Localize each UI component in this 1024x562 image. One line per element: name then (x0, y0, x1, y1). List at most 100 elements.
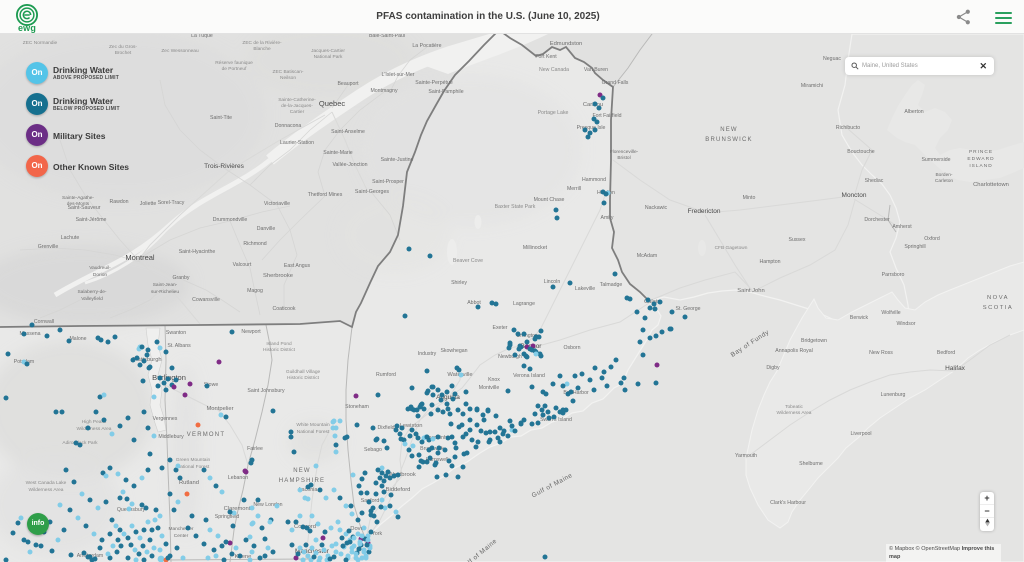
svg-text:Zec Wessonneau: Zec Wessonneau (161, 48, 199, 54)
svg-text:Nackawic: Nackawic (645, 205, 668, 211)
svg-text:La Tuque: La Tuque (191, 33, 213, 39)
svg-text:High Peaks: High Peaks (82, 419, 107, 425)
svg-text:Drummondville: Drummondville (213, 217, 248, 223)
svg-text:Lachute: Lachute (61, 235, 80, 241)
svg-text:Oxford: Oxford (924, 236, 940, 242)
svg-text:National Park: National Park (314, 54, 343, 60)
svg-text:Thetford Mines: Thetford Mines (308, 192, 343, 198)
svg-text:Valcourt: Valcourt (233, 262, 252, 268)
svg-text:New London: New London (253, 502, 282, 508)
svg-text:Edmundston: Edmundston (550, 41, 583, 47)
svg-text:Zec du Gros-: Zec du Gros- (109, 44, 137, 50)
svg-text:Sebago: Sebago (364, 447, 382, 453)
svg-text:SCOTIA: SCOTIA (983, 305, 1014, 311)
svg-text:Miramichi: Miramichi (801, 83, 823, 89)
svg-text:Exeter: Exeter (493, 325, 508, 331)
svg-text:Jacques-Cartier: Jacques-Cartier (311, 48, 345, 54)
svg-text:York: York (372, 531, 383, 537)
svg-text:des-Monts: des-Monts (67, 201, 90, 207)
svg-text:Newport: Newport (241, 329, 261, 335)
svg-text:Claremont: Claremont (224, 506, 251, 512)
svg-text:Cowansville: Cowansville (192, 297, 220, 303)
svg-text:ZEC de la Rivière-: ZEC de la Rivière- (242, 40, 282, 46)
svg-text:New Canada: New Canada (539, 67, 569, 73)
svg-text:Abbot: Abbot (467, 300, 481, 306)
svg-text:Halifax: Halifax (945, 365, 966, 372)
svg-text:Amherst: Amherst (892, 224, 912, 230)
svg-text:Saint-Prosper: Saint-Prosper (372, 179, 404, 185)
svg-text:Historic District: Historic District (287, 375, 320, 381)
svg-text:Montreal: Montreal (125, 253, 155, 262)
svg-text:Dorchester: Dorchester (864, 217, 890, 223)
svg-text:de Portneuf: de Portneuf (222, 66, 247, 72)
svg-text:National Forest: National Forest (297, 429, 330, 435)
svg-text:Sorel-Tracy: Sorel-Tracy (158, 200, 185, 206)
svg-text:Trois-Rivières: Trois-Rivières (204, 163, 245, 170)
svg-text:Swan's Island: Swan's Island (540, 417, 572, 423)
svg-text:Lebanon: Lebanon (228, 475, 248, 481)
svg-text:Guildhall Village: Guildhall Village (286, 369, 321, 375)
svg-text:Orrington: Orrington (516, 333, 538, 339)
svg-text:Valleyfield: Valleyfield (81, 296, 103, 302)
svg-text:NOVA: NOVA (987, 295, 1009, 301)
svg-text:Industry: Industry (418, 351, 437, 357)
svg-text:de-la-Jacques-: de-la-Jacques- (281, 103, 313, 109)
svg-text:Shelburne: Shelburne (799, 461, 823, 467)
svg-text:L'Islet-sur-Mer: L'Islet-sur-Mer (382, 72, 415, 78)
svg-text:Bouctouche: Bouctouche (847, 149, 875, 155)
svg-text:McAdam: McAdam (637, 253, 657, 259)
svg-text:St. Albans: St. Albans (167, 343, 191, 349)
svg-text:Dixfield: Dixfield (377, 425, 394, 431)
svg-text:Mount Chase: Mount Chase (534, 197, 565, 203)
svg-text:Springfield: Springfield (215, 514, 240, 520)
svg-text:Dover: Dover (350, 526, 366, 532)
svg-text:Richibucto: Richibucto (836, 125, 860, 131)
svg-text:Cornwall: Cornwall (34, 319, 54, 325)
svg-text:Baxter State Park: Baxter State Park (495, 204, 536, 210)
svg-text:Historic District: Historic District (263, 347, 296, 353)
svg-text:Lewiston: Lewiston (400, 423, 423, 429)
svg-text:Donnacona: Donnacona (275, 123, 302, 129)
svg-text:Calais: Calais (644, 299, 660, 305)
svg-text:Stoneham: Stoneham (345, 404, 369, 410)
svg-text:Wilderness Area: Wilderness Area (777, 410, 812, 416)
svg-text:Vaudreuil-: Vaudreuil- (89, 265, 111, 271)
svg-text:PRINCE: PRINCE (969, 149, 993, 155)
svg-text:Neguac: Neguac (823, 56, 841, 62)
svg-text:Green Mountain: Green Mountain (176, 457, 211, 463)
svg-text:Wilderness Area: Wilderness Area (77, 426, 112, 432)
svg-text:Fredericton: Fredericton (688, 208, 721, 215)
svg-text:Manchester: Manchester (168, 526, 193, 532)
svg-text:Talmadge: Talmadge (600, 282, 623, 288)
svg-text:Keene: Keene (235, 554, 252, 560)
svg-text:Tobeatic: Tobeatic (785, 404, 803, 410)
svg-text:Presque Isle: Presque Isle (577, 125, 606, 131)
svg-text:Liverpool: Liverpool (850, 431, 871, 437)
svg-text:Biddeford: Biddeford (386, 487, 411, 493)
svg-text:Charlottetown: Charlottetown (973, 182, 1009, 188)
svg-text:Saint-Hyacinthe: Saint-Hyacinthe (179, 249, 216, 255)
svg-text:Millinocket: Millinocket (523, 245, 548, 251)
svg-text:ZEC Batiscan-: ZEC Batiscan- (273, 69, 304, 75)
svg-text:Newburgh: Newburgh (498, 354, 522, 360)
svg-text:Clark's Harbour: Clark's Harbour (770, 500, 806, 506)
svg-text:National Forest: National Forest (177, 464, 210, 470)
svg-text:BRUNSWICK: BRUNSWICK (705, 137, 752, 143)
svg-text:Sussex: Sussex (788, 237, 805, 243)
svg-text:Saint-Tite: Saint-Tite (210, 115, 232, 121)
svg-text:Stowe: Stowe (204, 382, 219, 388)
svg-text:Harpswell: Harpswell (426, 457, 449, 463)
svg-text:Saint-Pamphile: Saint-Pamphile (428, 89, 463, 95)
svg-text:Montville: Montville (479, 385, 500, 391)
svg-text:Florenceville-: Florenceville- (610, 149, 639, 155)
svg-text:Saint-Jérôme: Saint-Jérôme (76, 217, 107, 223)
svg-text:Parrsboro: Parrsboro (882, 272, 905, 278)
svg-text:Yarmouth: Yarmouth (735, 453, 757, 459)
svg-text:Summerside: Summerside (921, 157, 950, 163)
svg-text:Bedford: Bedford (937, 350, 955, 356)
svg-text:Richmond: Richmond (243, 241, 266, 247)
svg-text:Sainte-Marie: Sainte-Marie (323, 150, 353, 156)
svg-text:Massena: Massena (19, 331, 40, 337)
svg-text:ZEC Normandie: ZEC Normandie (23, 40, 58, 46)
svg-text:Laurier-Station: Laurier-Station (280, 140, 314, 146)
